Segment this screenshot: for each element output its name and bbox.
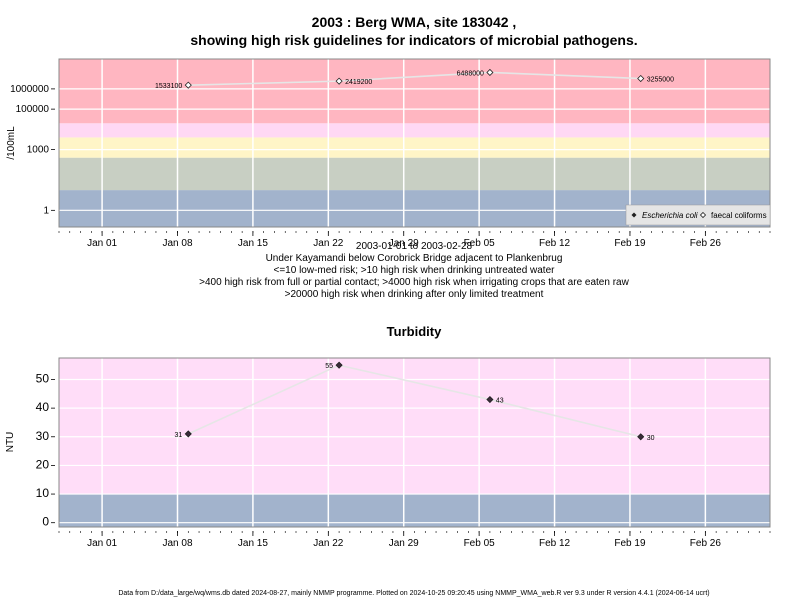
turbidity-y-tick-label-2: 20 [36, 457, 50, 471]
turbidity-gridlines [59, 358, 770, 527]
top-x-tick-label-4: Jan 29 [389, 238, 419, 249]
top-point-0-3 [637, 74, 645, 83]
top-x-tick-label-6: Feb 12 [539, 238, 571, 249]
top-point-0-0 [184, 81, 192, 89]
turbidity-y-tick-label-3: 30 [36, 429, 50, 443]
caption-date-range: 2003-01-01 to 2003-02-28 [356, 241, 473, 252]
legend-box [625, 204, 771, 226]
caption-guideline-2: >400 high risk from full or partial cont… [199, 277, 629, 288]
top-data-label-0-1: 2419200 [345, 79, 372, 86]
turbidity-x-tick-label-7: Feb 19 [614, 538, 646, 549]
turbidity-x-tick-label-3: Jan 22 [313, 538, 343, 549]
turbidity-data-marks: 31 55 43 30 [174, 361, 655, 442]
turbidity-x-tick-label-1: Jan 08 [162, 538, 192, 549]
top-band-4 [59, 59, 770, 124]
caption-site-description: Under Kayamandi below Corobrick Bridge a… [266, 253, 563, 264]
top-band-1 [59, 157, 770, 191]
footer-note: Data from D:/data_large/wq/wms.db dated … [118, 590, 709, 597]
top-axes: Jan 01 Jan 08 Jan 15 Jan 22 Jan 29 Feb 05 Feb … [10, 84, 771, 249]
top-y-axis-label: /100mL [6, 126, 17, 160]
turbidity-x-tick-label-5: Feb 05 [464, 538, 496, 549]
legend-marker-faecal [699, 211, 707, 219]
top-point-0-1 [335, 77, 343, 85]
top-point-0-2 [486, 68, 494, 77]
turbidity-y-tick-label-0: 0 [42, 515, 49, 529]
top-gridlines [59, 59, 770, 227]
turbidity-data-label-0-3: 30 [647, 435, 655, 442]
top-data-label-0-2: 6488000 [457, 70, 484, 77]
top-y-tick-label-2: 100000 [16, 104, 50, 115]
turbidity-axes: Jan 01 Jan 08 Jan 15 Jan 22 Jan 29 Feb 05 Feb … [36, 371, 771, 549]
turbidity-point-0-1 [335, 361, 343, 369]
top-x-tick-label-7: Feb 19 [614, 238, 646, 249]
top-x-tick-label-8: Feb 26 [690, 238, 722, 249]
turbidity-x-tick-label-4: Jan 29 [389, 538, 419, 549]
top-y-tick-label-3: 1000000 [10, 84, 49, 95]
caption-guideline-3: >20000 high risk when drinking after onl… [285, 289, 544, 300]
legend-label-faecal: faecal coliforms [711, 211, 767, 220]
turbidity-title: Turbidity [387, 324, 442, 339]
top-x-tick-label-1: Jan 08 [162, 238, 192, 249]
turbidity-x-tick-label-6: Feb 12 [539, 538, 571, 549]
turbidity-x-tick-label-2: Jan 15 [238, 538, 268, 549]
legend-label-ecoli: Escherichia coli [642, 211, 698, 220]
top-data-label-0-0: 1533100 [155, 83, 182, 90]
legend: Escherichia coli faecal coliforms [625, 204, 771, 226]
chart-title-line1: 2003 : Berg WMA, site 183042 , [312, 14, 517, 30]
turbidity-bands [59, 358, 770, 527]
turbidity-point-0-2 [486, 395, 494, 404]
turbidity-y-tick-label-1: 10 [36, 486, 50, 500]
turbidity-x-tick-label-0: Jan 01 [87, 538, 117, 549]
turbidity-y-axis-label: NTU [5, 432, 16, 453]
turbidity-data-label-0-2: 43 [496, 398, 504, 405]
top-x-tick-label-2: Jan 15 [238, 238, 268, 249]
turbidity-series-line-0 [187, 364, 641, 438]
turbidity-data-label-0-0: 31 [174, 432, 182, 439]
top-x-tick-label-3: Jan 22 [313, 238, 343, 249]
chart-title-line2: showing high risk guidelines for indicat… [190, 32, 637, 48]
turbidity-band-0 [59, 494, 770, 527]
turbidity-x-tick-label-8: Feb 26 [690, 538, 722, 549]
turbidity-y-tick-label-4: 40 [36, 400, 50, 414]
turbidity-point-0-3 [637, 433, 645, 441]
top-plot-frame [58, 58, 771, 228]
top-data-label-0-3: 3255000 [647, 77, 674, 84]
top-x-tick-label-5: Feb 05 [464, 238, 496, 249]
turbidity-point-0-0 [184, 430, 192, 438]
top-x-tick-label-0: Jan 01 [87, 238, 117, 249]
turbidity-y-tick-label-5: 50 [36, 371, 50, 385]
caption-guideline-1: <=10 low-med risk; >10 high risk when dr… [274, 265, 556, 276]
turbidity-plot-frame [58, 357, 771, 528]
top-y-tick-label-0: 1 [43, 205, 49, 216]
top-series-line-0 [188, 71, 641, 86]
top-data-marks: 1533100 2419200 6488000 3255000 [155, 68, 674, 90]
legend-marker-ecoli [631, 212, 637, 218]
turbidity-data-label-0-1: 55 [325, 363, 333, 370]
top-band-3 [59, 123, 770, 138]
turbidity-band-1 [59, 358, 770, 495]
top-y-tick-label-1: 1000 [27, 145, 50, 156]
top-band-2 [59, 137, 770, 158]
